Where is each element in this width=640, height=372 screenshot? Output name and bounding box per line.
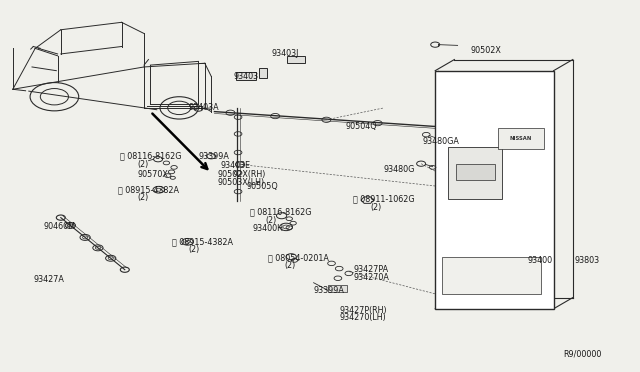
Text: 93427PA: 93427PA: [353, 265, 388, 274]
Bar: [442, 257, 541, 294]
Text: 93403: 93403: [234, 72, 259, 81]
Text: 93803: 93803: [574, 256, 599, 265]
Bar: [328, 285, 347, 292]
Text: 93400H: 93400H: [253, 224, 284, 233]
Text: (2): (2): [285, 261, 296, 270]
Text: 90502X: 90502X: [470, 46, 501, 55]
Text: 93399A: 93399A: [198, 152, 229, 161]
Text: 934270(LH): 934270(LH): [339, 313, 386, 322]
Text: 90504Q: 90504Q: [346, 122, 377, 131]
Text: 93399A: 93399A: [314, 286, 344, 295]
Text: R9/00000: R9/00000: [563, 350, 602, 359]
Text: 90505Q: 90505Q: [246, 182, 278, 190]
Text: Ⓑ 08116-8162G: Ⓑ 08116-8162G: [120, 152, 182, 161]
Text: 93427P(RH): 93427P(RH): [339, 306, 387, 315]
Text: (2): (2): [266, 216, 277, 225]
Text: Ⓑ 08054-0201A: Ⓑ 08054-0201A: [268, 253, 328, 262]
Text: Ⓑ 08116-8162G: Ⓑ 08116-8162G: [250, 208, 311, 217]
Text: 93427A: 93427A: [33, 275, 64, 284]
Bar: [448, 147, 502, 199]
Text: 93400: 93400: [528, 256, 553, 265]
Text: 90570X: 90570X: [138, 170, 168, 179]
Text: 93480GA: 93480GA: [422, 137, 460, 146]
Text: 90460M: 90460M: [44, 222, 76, 231]
Text: (2): (2): [370, 203, 381, 212]
Text: (2): (2): [138, 160, 149, 169]
Bar: [287, 56, 305, 63]
Bar: [456, 164, 495, 180]
Text: Ⓝ 08911-1062G: Ⓝ 08911-1062G: [353, 195, 415, 203]
Bar: [236, 72, 256, 80]
Text: 93480G: 93480G: [384, 165, 415, 174]
Bar: [435, 71, 554, 309]
Text: NISSAN: NISSAN: [510, 136, 532, 141]
Text: 93403E: 93403E: [221, 161, 251, 170]
Text: 90503X(LH): 90503X(LH): [218, 178, 265, 187]
Text: 93403A: 93403A: [189, 103, 220, 112]
Bar: [498, 128, 544, 149]
Text: 93403J: 93403J: [272, 49, 300, 58]
Text: 90502X(RH): 90502X(RH): [218, 170, 266, 179]
Text: (2): (2): [189, 246, 200, 254]
Bar: [259, 68, 267, 78]
Text: (2): (2): [138, 193, 149, 202]
Text: Ⓥ 08915-4382A: Ⓥ 08915-4382A: [118, 185, 179, 194]
Text: Ⓥ 08915-4382A: Ⓥ 08915-4382A: [172, 237, 232, 246]
Text: 934270A: 934270A: [353, 273, 389, 282]
